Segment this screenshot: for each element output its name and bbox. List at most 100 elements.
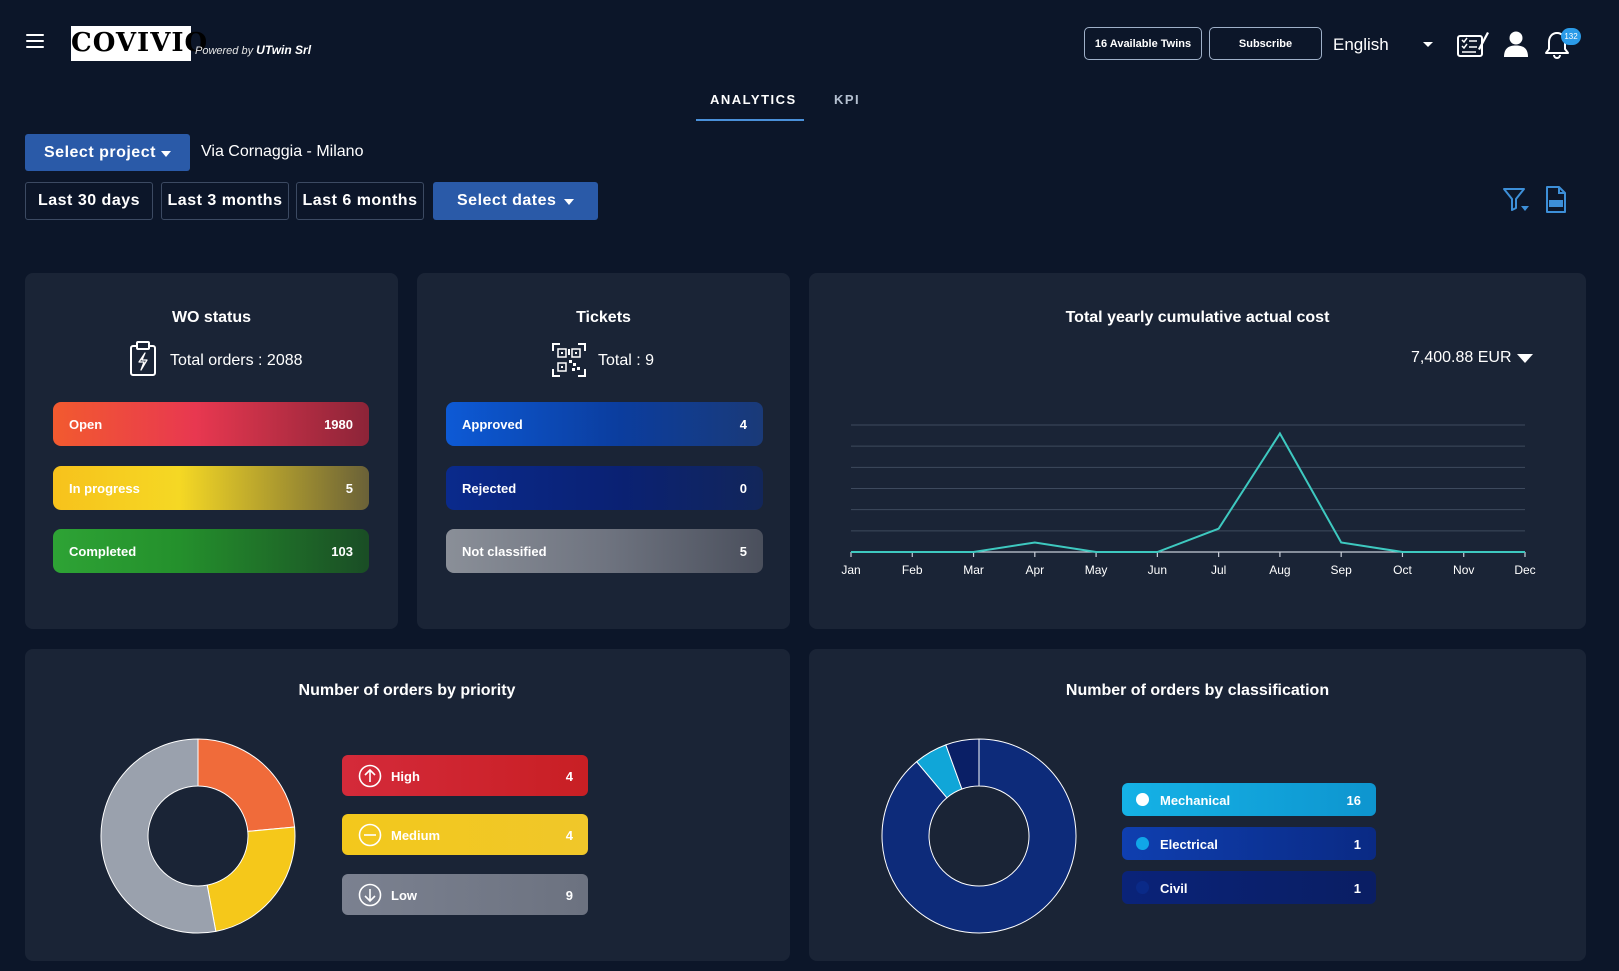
donut-slice-high [197,738,296,832]
qr-code-icon [552,343,586,382]
tab-kpi[interactable]: KPI [834,92,861,107]
pill-label: Medium [391,828,441,843]
x-tick-label: Sep [1331,563,1353,577]
card-title: WO status [171,309,252,326]
pill-label: Electrical [1160,837,1218,852]
priority-donut-chart [100,738,296,934]
chevron-down-icon [161,151,171,157]
x-tick-label: Dec [1514,563,1535,577]
user-icon[interactable] [1503,30,1529,63]
series-line [851,431,1525,553]
pill-value: 0 [739,481,747,496]
priority-pill-high[interactable]: High 4 [342,755,588,796]
priority-pill-medium[interactable]: Medium 4 [342,814,588,855]
select-dates-button[interactable]: Select dates [433,182,598,220]
pill-label: In progress [69,481,140,496]
wo-total: Total orders : 2088 [170,352,303,369]
status-pill-in-progress[interactable]: In progress 5 [53,466,369,510]
pill-label: Civil [1160,881,1188,896]
chevron-down-icon [564,199,574,205]
subscribe-button[interactable]: Subscribe [1209,27,1322,60]
cost-line-chart: Jan Feb Mar Apr May Jun Jul Aug Sep Oct Nov Dec [841,424,1536,577]
pill-value: 4 [565,769,573,784]
tickets-total: Total : 9 [598,352,655,369]
pill-value: 1 [1353,837,1361,852]
ticket-pill-rejected[interactable]: Rejected 0 [446,466,763,510]
powered-by: Powered by UTwin Srl [195,43,311,57]
card-title: Number of orders by classification [1065,682,1330,699]
powered-company: UTwin Srl [256,43,312,57]
menu-icon[interactable] [26,34,44,50]
class-pill-electrical[interactable]: Electrical 1 [1122,827,1376,860]
status-pill-open[interactable]: Open 1980 [53,402,369,446]
pill-value: 1 [1353,881,1361,896]
pill-value: 4 [565,828,573,843]
pill-label: Rejected [462,481,517,496]
powered-prefix: Powered by [195,45,254,57]
card-title: Number of orders by priority [298,682,516,699]
range-last-3-months-button[interactable]: Last 3 months [161,182,289,220]
classification-donut-chart [881,738,1077,934]
card-title: Tickets [576,309,631,326]
legend-dot [1136,881,1149,894]
notification-badge: 132 [1561,28,1581,45]
legend-dot [1136,793,1149,806]
pill-value: 103 [331,544,353,559]
arrow-down-circle-icon [358,883,382,910]
tickets-card: Tickets Total : 9 Approved 4 Rejected 0 … [417,273,790,629]
cost-total-value: 7,400.88 EUR [1411,349,1512,366]
pill-value: 9 [565,888,573,903]
pill-value: 1980 [324,417,353,432]
x-tick-label: Aug [1269,563,1290,577]
chevron-down-icon[interactable] [1423,42,1433,47]
clipboard-icon [129,341,157,382]
wo-status-card: WO status Total orders : 2088 Open 1980 … [25,273,398,629]
class-pill-mechanical[interactable]: Mechanical 16 [1122,783,1376,816]
available-twins-button[interactable]: 16 Available Twins [1084,27,1202,60]
donut-slice-civil [945,738,980,790]
x-tick-label: Nov [1453,563,1474,577]
language-select[interactable]: English [1333,35,1389,54]
range-last-6-months-button[interactable]: Last 6 months [296,182,424,220]
legend-dot [1136,837,1149,850]
x-tick-label: Mar [963,563,984,577]
pdf-export-icon[interactable] [1545,186,1567,218]
card-title: Total yearly cumulative actual cost [1065,309,1330,326]
pill-label: Completed [69,544,137,559]
x-tick-label: Feb [902,563,923,577]
x-tick-label: Apr [1025,563,1044,577]
chevron-down-icon[interactable] [1517,354,1533,363]
select-dates-label: Select dates [457,192,557,209]
pill-label: Open [69,417,103,432]
arrow-up-circle-icon [358,764,382,791]
tab-analytics[interactable]: ANALYTICS [710,92,797,107]
ticket-pill-not-classified[interactable]: Not classified 5 [446,529,763,573]
x-tick-label: Jun [1148,563,1167,577]
donut-slice-mechanical [881,738,1077,934]
pill-label: Mechanical [1160,793,1231,808]
pill-label: High [391,769,420,784]
filter-icon[interactable] [1502,187,1530,218]
donut-slice-low [100,738,217,934]
x-tick-label: Jul [1211,563,1226,577]
logo: COVIVIO [71,26,207,61]
x-tick-label: Jan [841,563,860,577]
cost-card: Total yearly cumulative actual cost [809,273,1586,629]
checklist-icon[interactable] [1456,29,1490,66]
priority-pill-low[interactable]: Low 9 [342,874,588,915]
range-last-30-days-button[interactable]: Last 30 days [25,182,153,220]
status-pill-completed[interactable]: Completed 103 [53,529,369,573]
select-project-label: Select project [44,143,156,161]
pill-label: Approved [462,417,523,432]
pill-value: 5 [345,481,353,496]
minus-circle-icon [358,823,382,850]
project-name: Via Cornaggia - Milano [201,143,364,160]
pill-value: 16 [1346,793,1361,808]
ticket-pill-approved[interactable]: Approved 4 [446,402,763,446]
class-pill-civil[interactable]: Civil 1 [1122,871,1376,904]
select-project-button[interactable]: Select project [25,134,190,171]
active-tab-indicator [696,119,804,121]
pill-value: 4 [739,417,747,432]
donut-slice-medium [206,826,296,932]
pill-label: Low [391,888,417,903]
